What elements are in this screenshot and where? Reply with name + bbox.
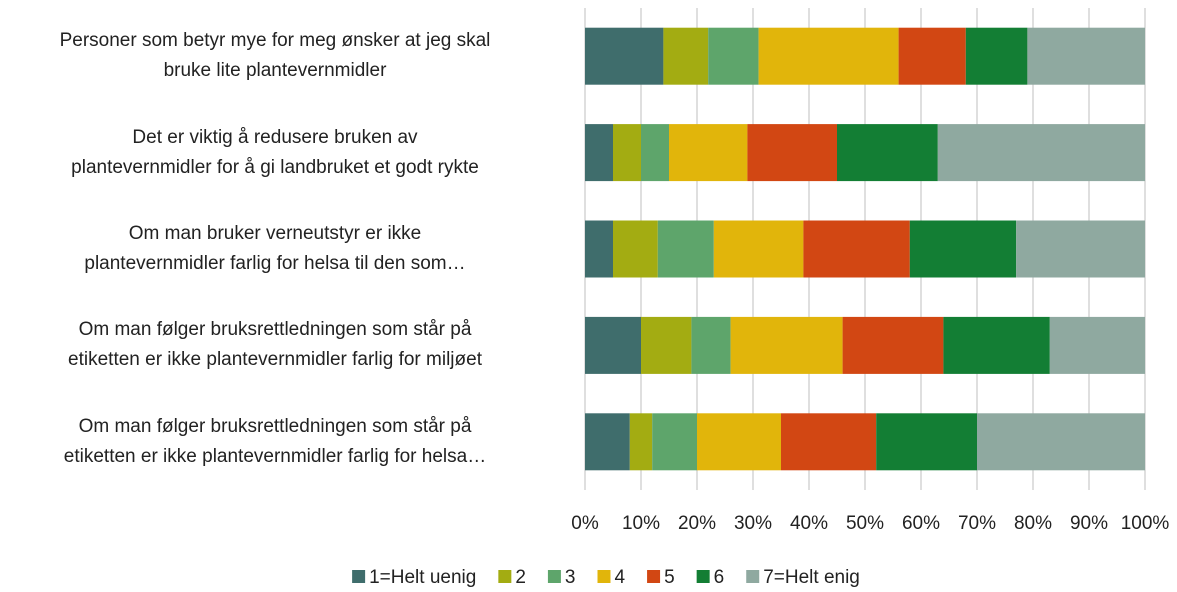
category-label: Om man bruker verneutstyr er ikke plante… [84, 223, 466, 274]
category-label: Om man følger bruksrettledningen som stå… [68, 319, 482, 371]
bar-segment [708, 27, 759, 85]
bar-segment [837, 124, 938, 182]
bar-segment [1049, 316, 1145, 374]
x-tick-label: 80% [1014, 513, 1052, 534]
bar-segment [585, 27, 664, 85]
x-tick-label: 30% [734, 513, 772, 534]
bar-segment [585, 316, 641, 374]
bar-segment [876, 413, 977, 471]
bar-segment [758, 27, 899, 85]
bar-segment [585, 413, 630, 471]
bar-segment [1016, 220, 1145, 278]
bar-segment [803, 220, 910, 278]
bar-segment [657, 220, 714, 278]
legend-swatch [647, 570, 661, 583]
category-label: Personer som betyr mye for meg ønsker at… [59, 30, 491, 82]
bar-segment [977, 413, 1145, 471]
bar-segment [641, 316, 692, 374]
bar-segment [747, 124, 837, 182]
legend-swatch [547, 570, 561, 583]
bar-segment [909, 220, 1017, 278]
bar-segment [898, 27, 966, 85]
bar-segment [1027, 27, 1145, 85]
bar-segment [730, 316, 843, 374]
x-tick-label: 0% [571, 513, 599, 534]
bar-segment [669, 124, 748, 182]
bar-segment [629, 413, 653, 471]
bar-segment [943, 316, 1050, 374]
bar-segment [691, 316, 731, 374]
legend-swatch [597, 570, 611, 583]
legend-label: 6 [714, 567, 725, 588]
x-tick-label: 40% [790, 513, 828, 534]
legend-label: 1=Helt uenig [369, 567, 476, 588]
category-label: Om man følger bruksrettledningen som stå… [63, 415, 487, 467]
x-tick-label: 60% [902, 513, 940, 534]
bar-segment [965, 27, 1028, 85]
x-tick-label: 50% [846, 513, 884, 534]
bar-segment [641, 124, 669, 182]
x-tick-label: 10% [622, 513, 660, 534]
bar-segment [585, 220, 613, 278]
bar-segment [613, 124, 641, 182]
bar-segment [652, 413, 697, 471]
bar-segment [937, 124, 1145, 182]
legend-swatch [352, 570, 366, 583]
bar-segment [781, 413, 877, 471]
legend-label: 3 [565, 567, 576, 588]
x-tick-label: 20% [678, 513, 716, 534]
x-tick-label: 90% [1070, 513, 1108, 534]
bar-segment [713, 220, 804, 278]
legend-swatch [746, 570, 760, 583]
bar-segment [842, 316, 944, 374]
x-tick-label: 70% [958, 513, 996, 534]
bar-segment [585, 124, 613, 182]
legend-label: 4 [614, 567, 625, 588]
x-tick-label: 100% [1121, 513, 1170, 534]
bar-segment [663, 27, 709, 85]
legend-label: 5 [664, 567, 675, 588]
bar-segment [697, 413, 781, 471]
legend-swatch [498, 570, 512, 583]
bar-segment [613, 220, 658, 278]
legend-label: 2 [515, 567, 526, 588]
category-label: Det er viktig å redusere bruken av plant… [71, 126, 479, 178]
legend-swatch [696, 570, 710, 583]
legend-label: 7=Helt enig [763, 567, 860, 588]
